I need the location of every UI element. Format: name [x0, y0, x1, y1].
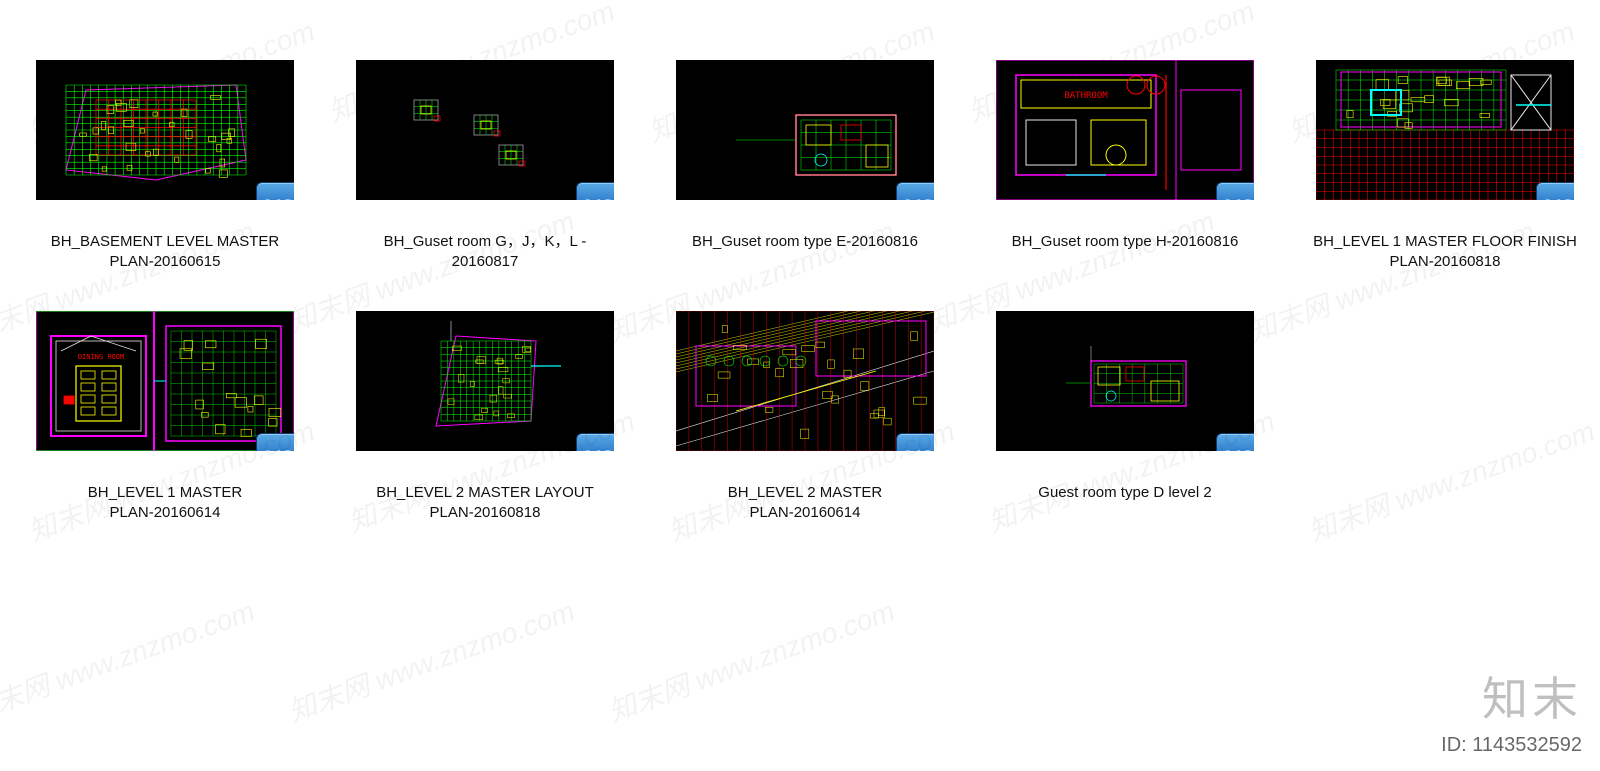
file-thumbnail[interactable]: CAD [356, 60, 614, 200]
cad-badge-icon: CAD [256, 433, 294, 451]
cad-badge-icon: CAD [576, 182, 614, 200]
file-item[interactable]: CAD BH_Guset room type E-20160816 [660, 60, 950, 271]
file-item[interactable]: CAD Guest room type D level 2 [980, 311, 1270, 522]
file-thumbnail[interactable]: DINING ROOM CAD [36, 311, 294, 451]
file-label: BH_Guset room type E-20160816 [665, 232, 945, 252]
diag-watermark-text: 知末网 www.znzmo.com [0, 590, 260, 731]
file-label: Guest room type D level 2 [985, 483, 1265, 503]
diag-watermark-text: 知末网 www.znzmo.com [602, 590, 899, 731]
cad-badge-icon: CAD [1536, 182, 1574, 200]
svg-text:BATHROOM: BATHROOM [1064, 91, 1108, 101]
file-thumbnail[interactable]: CAD [676, 311, 934, 451]
cad-badge-icon: CAD [1216, 182, 1254, 200]
file-label: BH_LEVEL 1 MASTER FLOOR FINISH PLAN-2016… [1305, 232, 1585, 271]
file-thumbnail[interactable]: CAD [356, 311, 614, 451]
file-item[interactable]: DINING ROOM CAD BH_LEVEL 1 MASTER PLAN-201… [20, 311, 310, 522]
file-item[interactable]: CAD BH_LEVEL 2 MASTER LAYOUT PLAN-2016081… [340, 311, 630, 522]
file-thumbnail[interactable]: CAD [676, 60, 934, 200]
brand-watermark: 知末 [1482, 663, 1582, 729]
cad-badge-icon: CAD [1216, 433, 1254, 451]
file-thumbnail[interactable]: CAD [1316, 60, 1574, 200]
file-thumbnail[interactable]: BATHROOM CAD [996, 60, 1254, 200]
cad-badge-icon: CAD [896, 433, 934, 451]
file-item[interactable]: CAD BH_LEVEL 2 MASTER PLAN-20160614 [660, 311, 950, 522]
file-item[interactable]: CAD BH_Guset room G，J，K，L - 20160817 [340, 60, 630, 271]
cad-badge-icon: CAD [576, 433, 614, 451]
file-thumbnail[interactable]: CAD [996, 311, 1254, 451]
file-item[interactable]: CAD BH_LEVEL 1 MASTER FLOOR FINISH PLAN-2… [1300, 60, 1590, 271]
file-label: BH_LEVEL 1 MASTER PLAN-20160614 [25, 483, 305, 522]
svg-text:DINING ROOM: DINING ROOM [78, 353, 124, 361]
file-item[interactable]: BATHROOM CAD BH_Guset room type H-20160816 [980, 60, 1270, 271]
file-thumbnail[interactable]: CAD [36, 60, 294, 200]
file-label: BH_Guset room type H-20160816 [985, 232, 1265, 252]
cad-badge-icon: CAD [256, 182, 294, 200]
id-watermark: ID: 1143532592 [1441, 734, 1582, 757]
file-label: BH_LEVEL 2 MASTER LAYOUT PLAN-20160818 [345, 483, 625, 522]
diag-watermark-text: 知末网 www.znzmo.com [282, 590, 579, 731]
cad-badge-icon: CAD [896, 182, 934, 200]
file-grid: CAD BH_BASEMENT LEVEL MASTER PLAN-2016061… [0, 0, 1600, 522]
file-label: BH_LEVEL 2 MASTER PLAN-20160614 [665, 483, 945, 522]
file-label: BH_Guset room G，J，K，L - 20160817 [345, 232, 625, 271]
file-item[interactable]: CAD BH_BASEMENT LEVEL MASTER PLAN-2016061… [20, 60, 310, 271]
file-label: BH_BASEMENT LEVEL MASTER PLAN-20160615 [25, 232, 305, 271]
